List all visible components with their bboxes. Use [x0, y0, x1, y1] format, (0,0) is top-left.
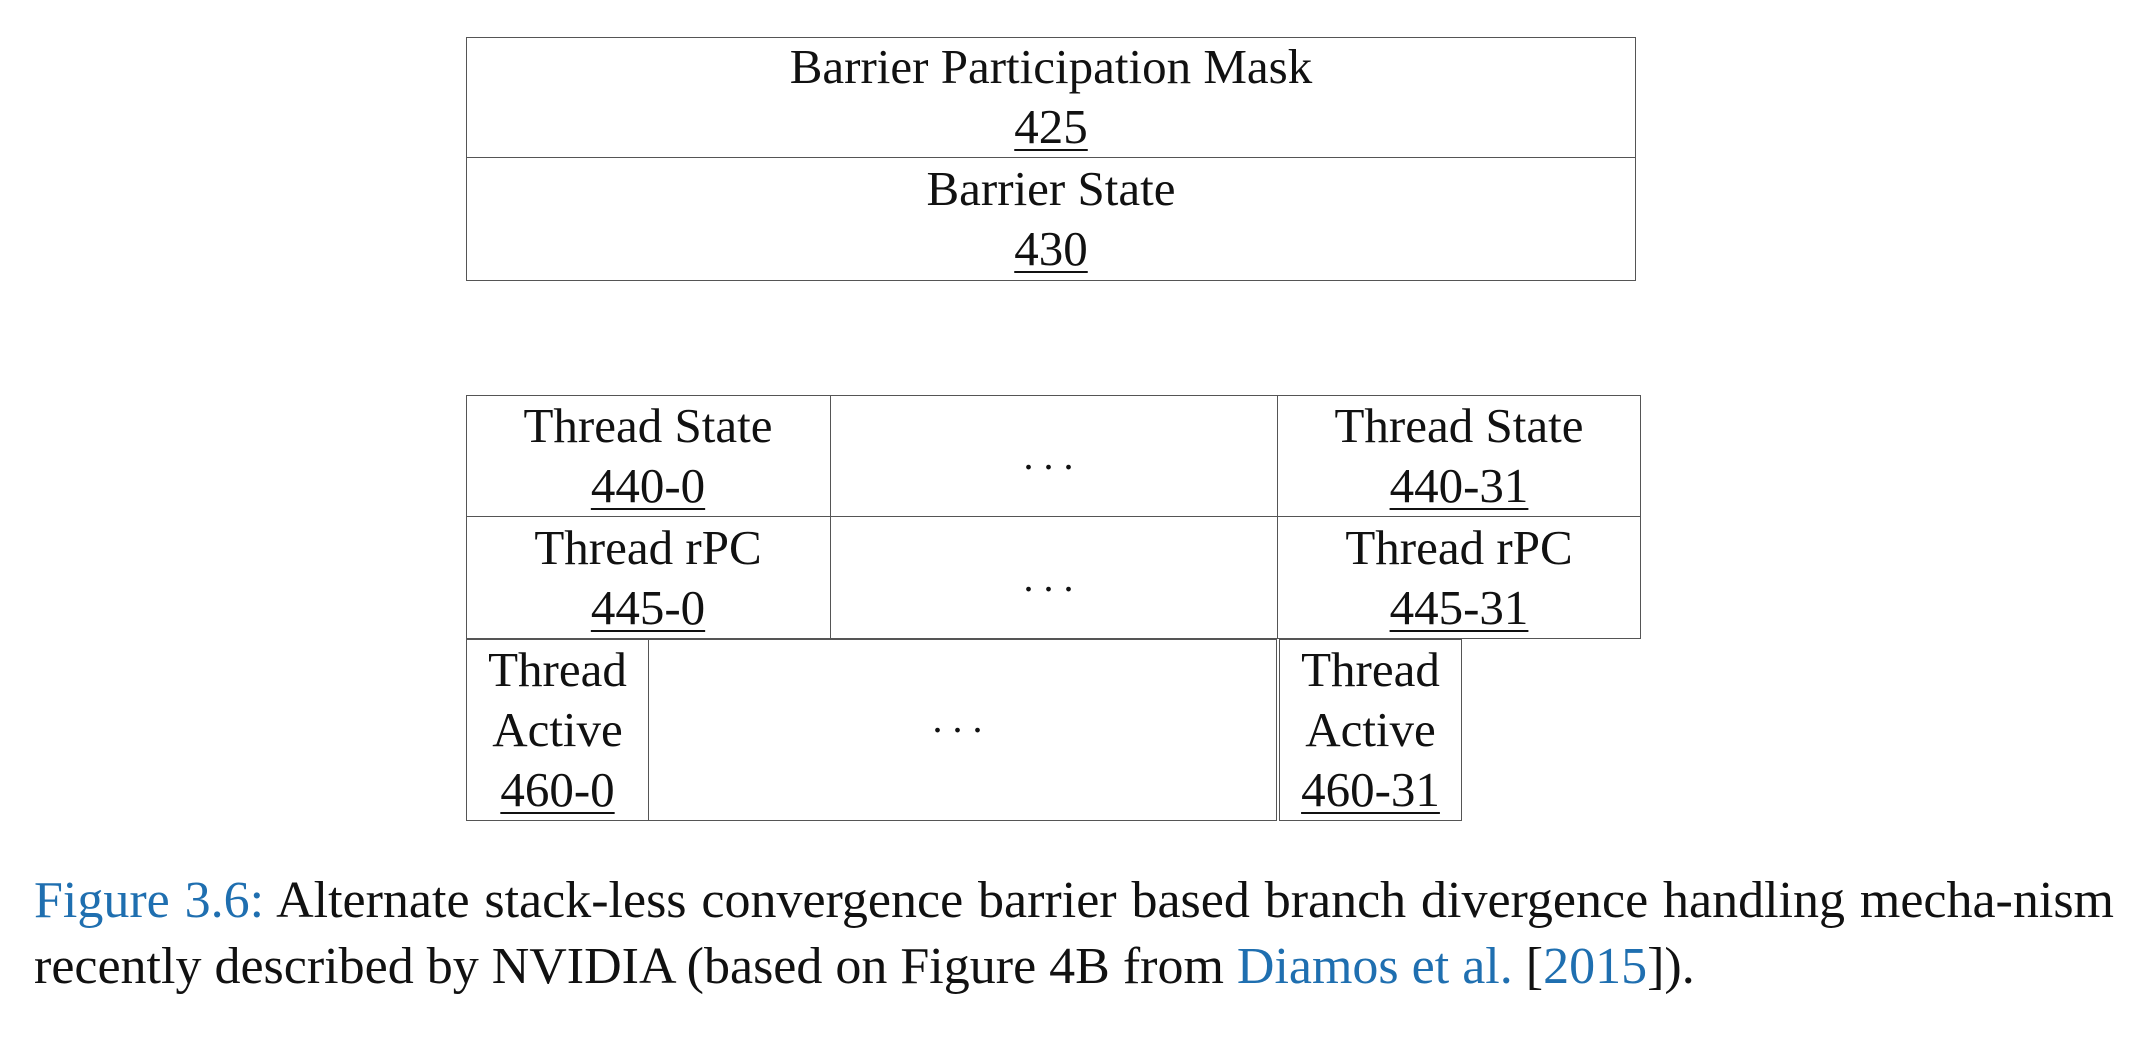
- figure-caption: Figure 3.6: Alternate stack-less converg…: [34, 868, 2114, 1000]
- thread-active-31-ref: 460-31: [1301, 762, 1440, 817]
- thread-active-0-line1: Thread: [488, 642, 627, 697]
- thread-active-middle-box: [648, 639, 1277, 821]
- thread-rpc-0-ref: 445-0: [590, 579, 706, 635]
- thread-table-upper: [466, 395, 1641, 639]
- citation-year-link[interactable]: 2015: [1543, 938, 1648, 995]
- barrier-state-cell: Barrier State 430: [466, 157, 1636, 281]
- thread-active-ellipsis-text: ...: [932, 696, 993, 741]
- thread-active-0-line2: Active: [492, 702, 623, 757]
- figure-label: Figure 3.6:: [34, 872, 265, 929]
- thread-state-0-cell: Thread State 440-0: [466, 395, 830, 516]
- thread-active-31-line2: Active: [1305, 702, 1436, 757]
- thread-active-ellipsis: ...: [648, 639, 1277, 799]
- thread-state-0-ref: 440-0: [590, 457, 706, 513]
- citation-authors-link[interactable]: Diamos et al.: [1236, 938, 1513, 995]
- barrier-participation-mask-cell: Barrier Participation Mask 425: [466, 37, 1636, 157]
- thread-active-0-cell: Thread Active 460-0: [466, 639, 649, 821]
- thread-state-31-ref: 440-31: [1389, 457, 1529, 513]
- thread-table-col-divider-1: [830, 395, 831, 639]
- thread-rpc-31-ref: 445-31: [1389, 579, 1529, 635]
- barrier-participation-mask-ref: 425: [1014, 99, 1088, 154]
- barrier-divider: [466, 157, 1636, 158]
- thread-active-31-cell: Thread Active 460-31: [1279, 639, 1462, 821]
- thread-rpc-0-cell: Thread rPC 445-0: [466, 516, 830, 639]
- thread-state-31-label: Thread State: [1334, 397, 1584, 453]
- thread-rpc-0-label: Thread rPC: [534, 519, 762, 575]
- barrier-state-ref: 430: [1014, 221, 1088, 276]
- citation-open: [: [1512, 938, 1544, 995]
- thread-rpc-31-cell: Thread rPC 445-31: [1277, 516, 1641, 639]
- thread-active-0-ref: 460-0: [500, 762, 615, 817]
- thread-rpc-ellipsis-text: ...: [1023, 554, 1084, 600]
- citation-close: ]).: [1647, 938, 1695, 995]
- thread-state-0-label: Thread State: [523, 397, 773, 453]
- barrier-state-label: Barrier State: [926, 161, 1176, 216]
- thread-active-31-line1: Thread: [1301, 642, 1440, 697]
- thread-state-ellipsis: ...: [830, 395, 1277, 516]
- thread-state-31-cell: Thread State 440-31: [1277, 395, 1641, 516]
- thread-rpc-31-label: Thread rPC: [1345, 519, 1573, 575]
- barrier-participation-mask-label: Barrier Participation Mask: [789, 39, 1313, 94]
- thread-table-col-divider-2: [1277, 395, 1278, 639]
- thread-table-divider: [466, 516, 1641, 517]
- caption-text: Alternate stack-less convergence barrier…: [34, 872, 2115, 995]
- barrier-box: [466, 37, 1636, 281]
- thread-active-31-box: [1279, 639, 1462, 821]
- thread-rpc-ellipsis: ...: [830, 516, 1277, 639]
- thread-state-ellipsis-text: ...: [1023, 432, 1084, 478]
